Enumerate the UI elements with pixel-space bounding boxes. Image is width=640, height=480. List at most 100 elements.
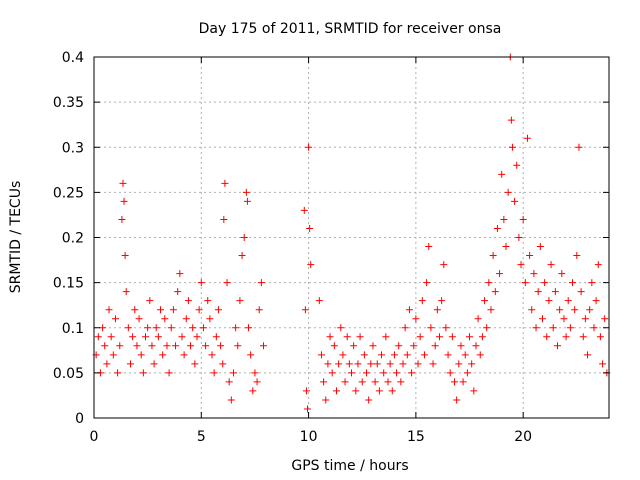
data-point <box>159 351 167 359</box>
data-point <box>594 261 602 269</box>
data-point <box>538 315 546 323</box>
data-point <box>380 369 388 377</box>
data-point <box>491 288 499 296</box>
data-point <box>481 297 489 305</box>
data-point <box>365 396 373 404</box>
data-point <box>131 306 139 314</box>
data-point <box>536 243 544 251</box>
data-point <box>485 279 493 287</box>
data-point <box>167 324 175 332</box>
data-point <box>551 288 559 296</box>
data-point <box>341 378 349 386</box>
data-point <box>508 143 516 151</box>
data-point <box>220 215 228 223</box>
data-point <box>489 252 497 260</box>
data-point <box>229 369 237 377</box>
data-point <box>498 170 506 178</box>
data-point <box>575 143 583 151</box>
data-point <box>330 342 338 350</box>
data-point <box>234 342 242 350</box>
data-point <box>354 360 362 368</box>
data-point <box>163 342 171 350</box>
data-point <box>195 306 203 314</box>
data-point <box>442 324 450 332</box>
data-point <box>109 351 117 359</box>
y-tick-label: 0 <box>75 411 84 427</box>
data-point <box>588 279 596 287</box>
data-point <box>191 360 199 368</box>
data-point <box>453 396 461 404</box>
data-point <box>174 288 182 296</box>
data-point <box>189 324 197 332</box>
data-point <box>414 360 422 368</box>
data-point <box>448 333 456 341</box>
data-point <box>204 297 212 305</box>
data-point <box>253 378 261 386</box>
data-point <box>304 405 312 413</box>
data-point <box>214 306 222 314</box>
data-point <box>395 342 403 350</box>
data-point <box>375 387 383 395</box>
data-point <box>530 270 538 278</box>
data-point <box>523 134 531 142</box>
data-point <box>367 360 375 368</box>
data-point <box>493 224 501 232</box>
data-point <box>438 297 446 305</box>
data-point <box>427 324 435 332</box>
data-point <box>446 369 454 377</box>
data-point <box>356 333 364 341</box>
data-point <box>470 387 478 395</box>
data-point <box>197 279 205 287</box>
data-point <box>390 351 398 359</box>
data-point <box>176 270 184 278</box>
data-point <box>478 333 486 341</box>
data-point <box>148 342 156 350</box>
data-point <box>358 378 366 386</box>
data-point <box>243 197 251 205</box>
data-point <box>227 396 235 404</box>
data-point <box>161 315 169 323</box>
data-point <box>468 360 476 368</box>
data-point <box>528 306 536 314</box>
data-point <box>332 387 340 395</box>
data-point <box>193 333 201 341</box>
data-point <box>120 197 128 205</box>
data-point <box>558 270 566 278</box>
data-point <box>388 387 396 395</box>
data-point <box>502 243 510 251</box>
x-tick-label: 0 <box>90 429 99 445</box>
data-point <box>543 333 551 341</box>
data-point <box>335 360 343 368</box>
data-point <box>178 333 186 341</box>
axis-ticks <box>93 56 609 419</box>
data-point <box>306 224 314 232</box>
data-point <box>515 234 523 241</box>
y-tick-label: 0.3 <box>62 140 84 156</box>
data-point <box>352 387 360 395</box>
data-point <box>451 378 458 386</box>
y-tick-label: 0.05 <box>53 366 84 382</box>
data-point <box>94 333 102 341</box>
data-point <box>345 360 353 368</box>
data-point <box>245 324 252 332</box>
data-point <box>373 360 381 368</box>
data-point <box>500 215 508 223</box>
data-point <box>135 315 143 323</box>
data-point <box>483 324 491 332</box>
data-point <box>199 324 207 332</box>
data-point <box>431 342 439 350</box>
data-point <box>429 360 437 368</box>
data-point <box>547 261 555 269</box>
data-point <box>114 369 122 377</box>
data-point <box>118 215 126 223</box>
data-point <box>122 288 130 296</box>
data-point <box>154 333 162 341</box>
data-point <box>573 252 581 260</box>
data-point <box>513 161 521 169</box>
data-point <box>305 143 313 151</box>
data-point <box>119 179 127 187</box>
data-point <box>236 297 244 305</box>
data-point <box>251 369 259 377</box>
data-point <box>126 360 134 368</box>
